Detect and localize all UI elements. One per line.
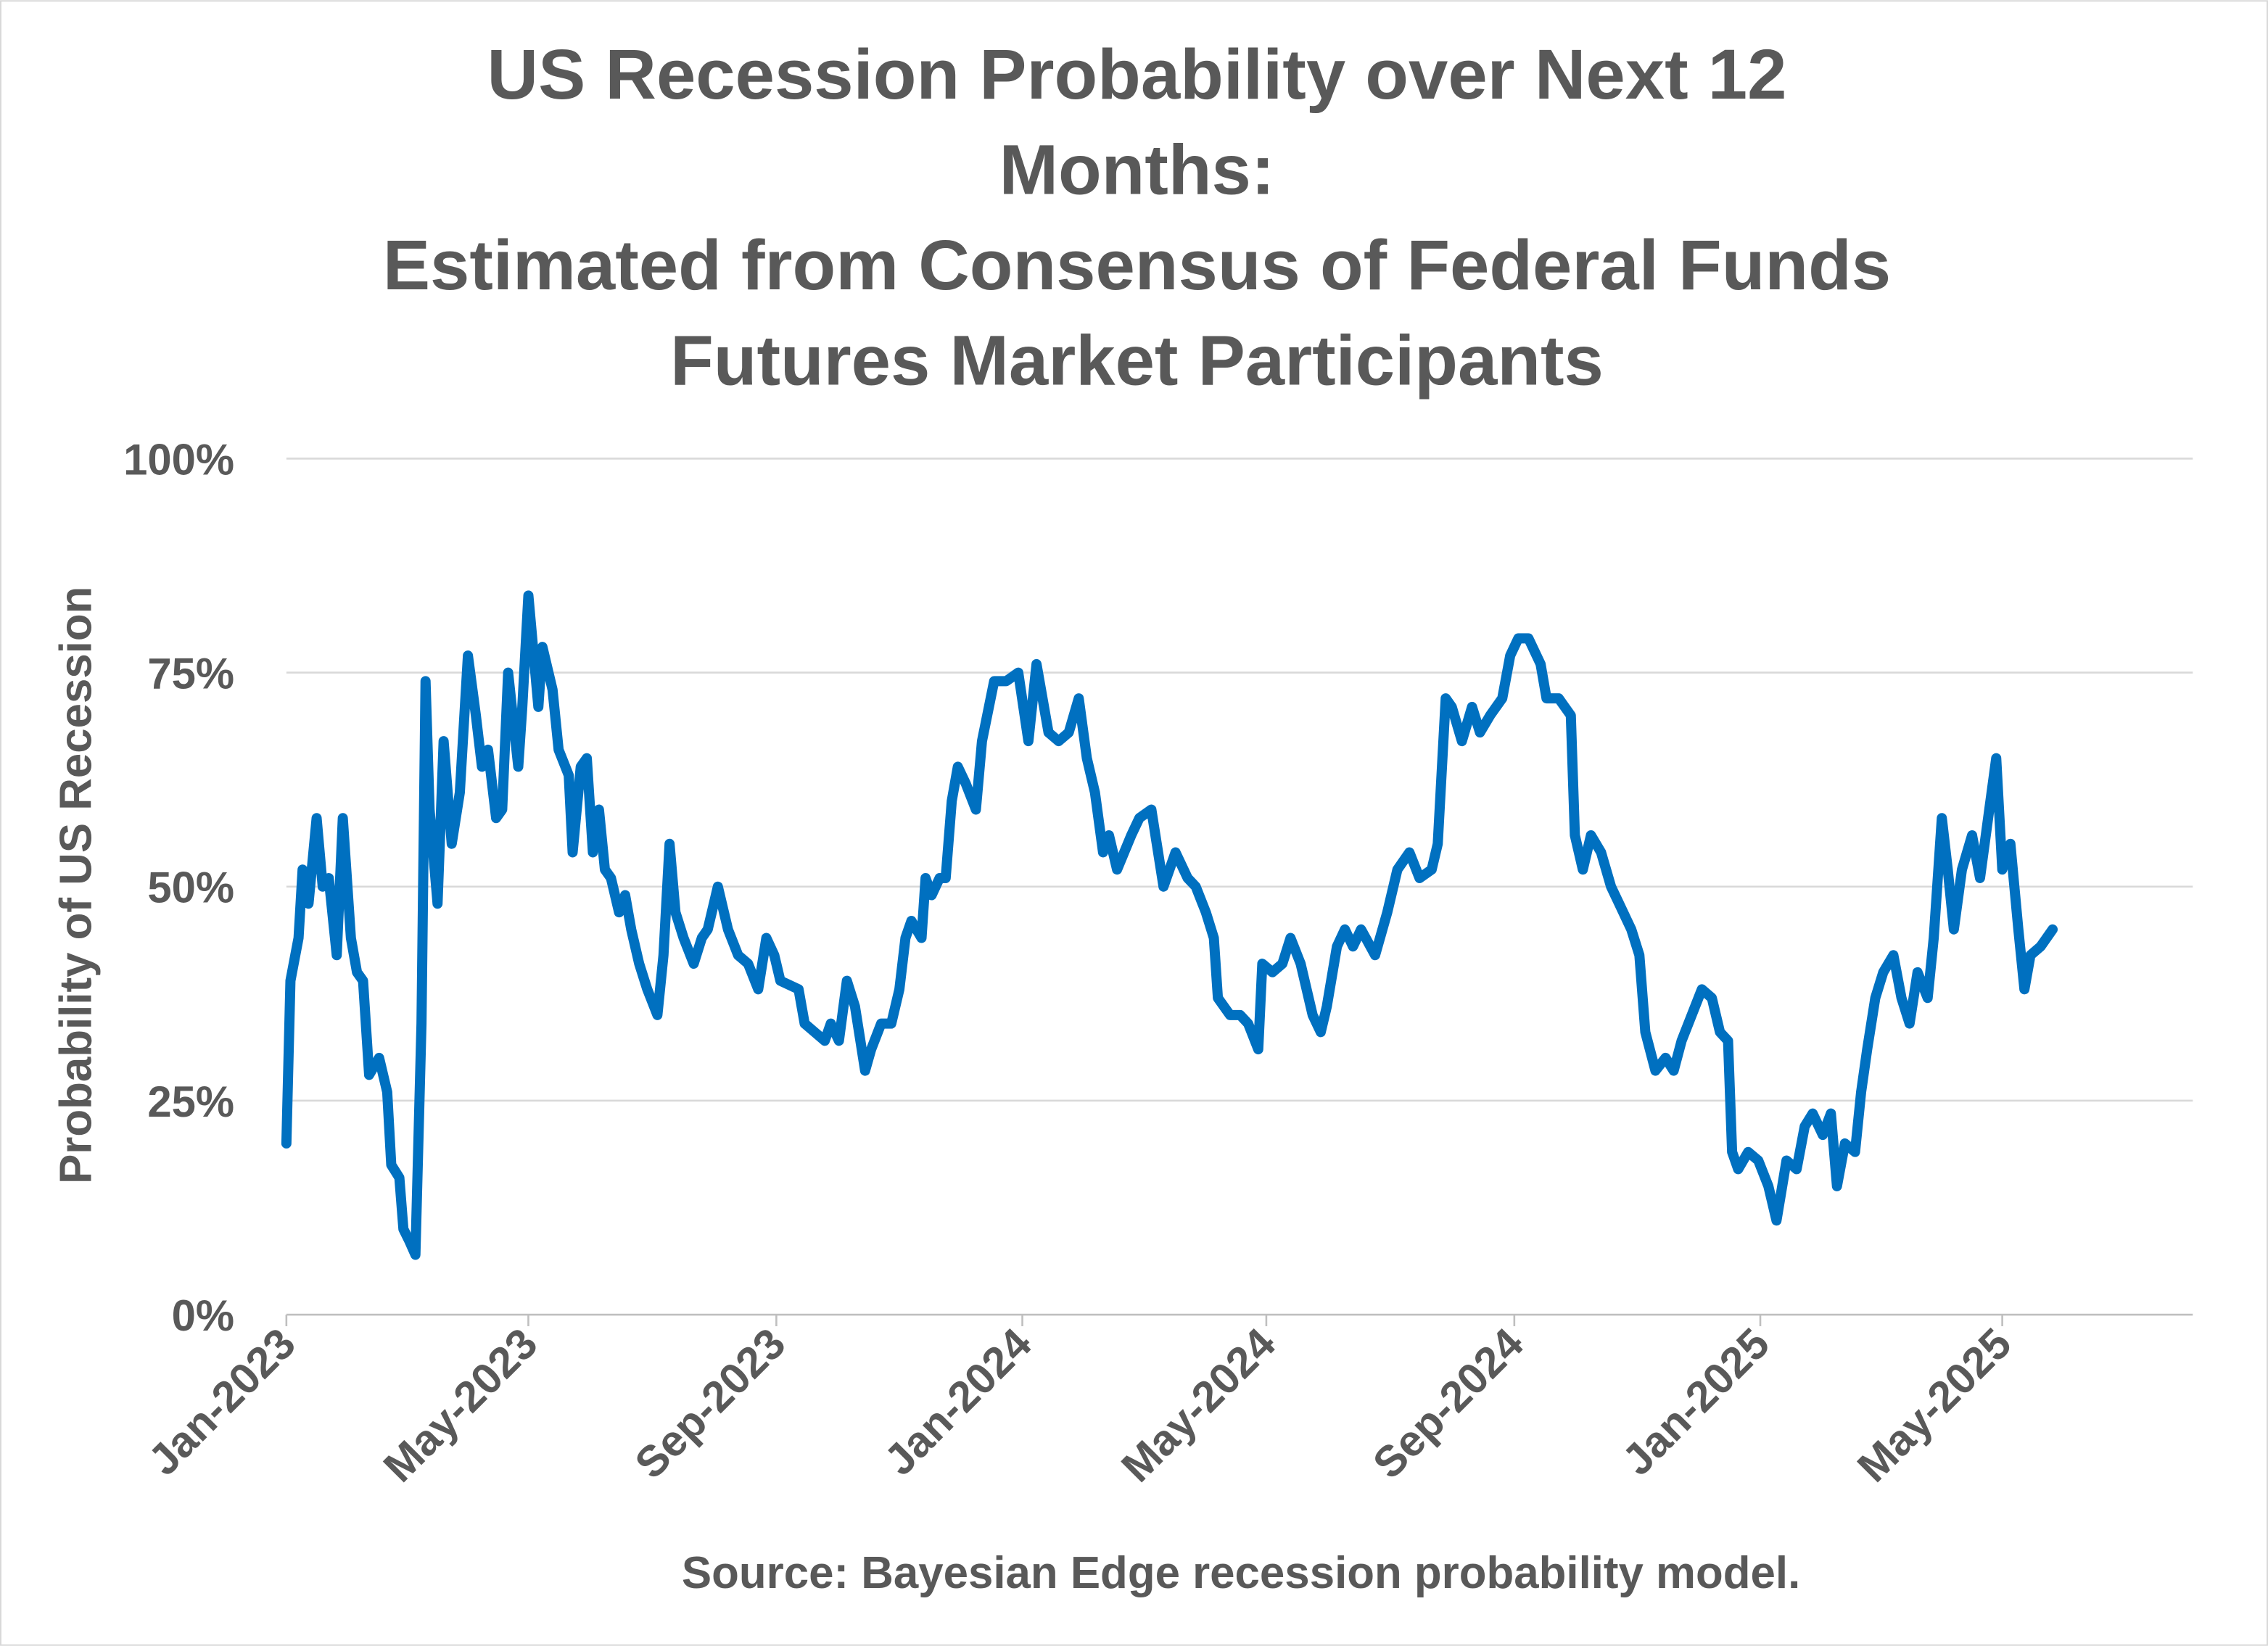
source-note: Source: Bayesian Edge recession probabil…: [682, 1548, 1800, 1598]
y-tick-label: 50%: [147, 864, 234, 912]
title-line-3: Estimated from Consensus of Federal Fund…: [383, 226, 1891, 305]
y-tick-label: 0%: [172, 1291, 234, 1340]
y-axis-label: Probability of US Recession: [51, 587, 102, 1184]
gridlines: [286, 458, 2193, 1316]
y-tick-label: 100%: [123, 435, 234, 484]
y-axis-ticks: 0% 25% 50% 75% 100%: [123, 435, 234, 1340]
title-line-4: Futures Market Participants: [670, 321, 1604, 400]
y-tick-label: 25%: [147, 1078, 234, 1126]
chart-title: US Recession Probability over Next 12 Mo…: [383, 35, 1891, 400]
series-line: [281, 590, 2058, 1260]
title-line-2: Months:: [999, 130, 1275, 209]
title-line-1: US Recession Probability over Next 12: [487, 35, 1787, 114]
y-tick-label: 75%: [147, 650, 234, 698]
